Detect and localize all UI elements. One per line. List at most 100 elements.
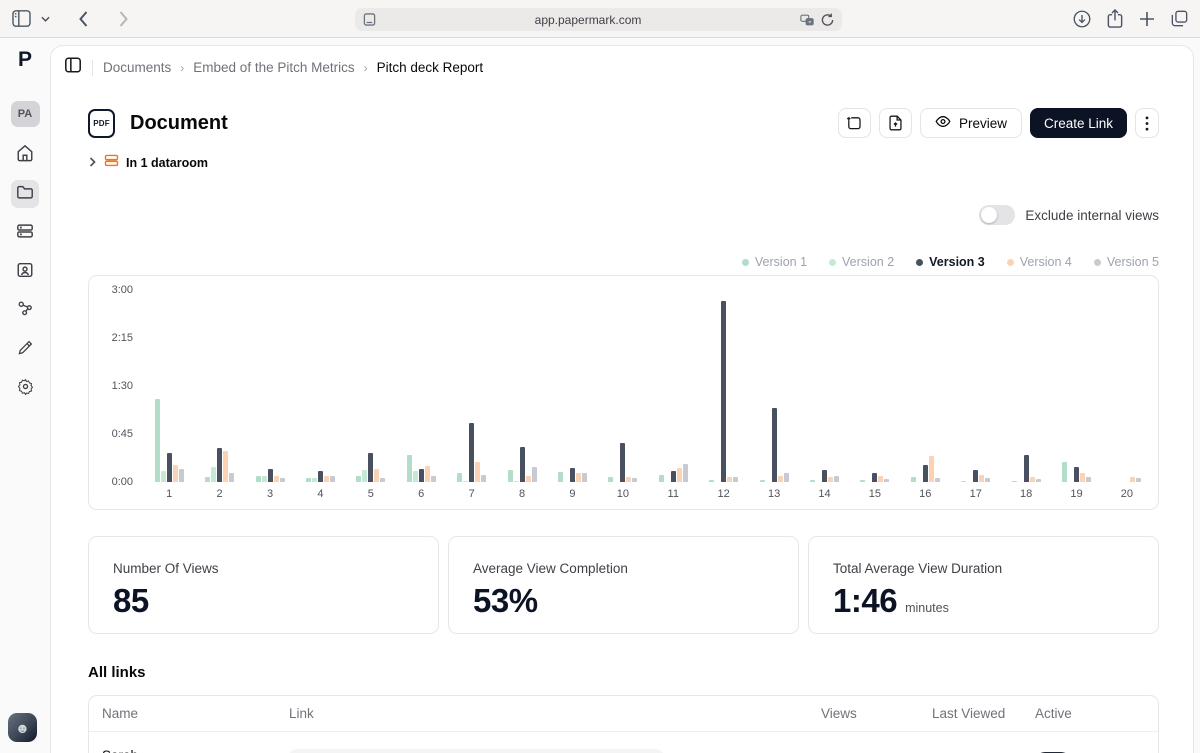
sidebar-item-datarooms[interactable] xyxy=(11,219,39,247)
legend-dot xyxy=(1006,258,1014,266)
bar-version-5 xyxy=(481,475,487,482)
move-document-button[interactable] xyxy=(837,108,871,138)
browser-sidebar-chevron-icon[interactable] xyxy=(41,16,50,22)
sidebar-item-home[interactable] xyxy=(11,141,39,169)
bar-version-5 xyxy=(632,478,638,482)
legend-item-version-4[interactable]: Version 4 xyxy=(1006,255,1072,269)
exclude-views-toggle[interactable] xyxy=(979,205,1016,225)
eye-icon xyxy=(935,115,951,131)
y-tick: 1:30 xyxy=(111,380,133,392)
bar-version-2 xyxy=(311,478,317,482)
bar-version-5 xyxy=(934,478,940,482)
breadcrumb-current: Pitch deck Report xyxy=(376,60,484,75)
pdf-badge: PDF xyxy=(88,108,115,138)
downloads-icon[interactable] xyxy=(1073,10,1091,28)
share-icon[interactable] xyxy=(1107,9,1123,28)
bar-version-4 xyxy=(878,476,884,482)
bar-version-4 xyxy=(323,476,329,482)
dataroom-row[interactable]: In 1 dataroom xyxy=(88,153,1159,173)
workspace-avatar[interactable]: PA xyxy=(10,101,40,127)
stat-card-duration: Total Average View Duration 1:46 minutes xyxy=(808,536,1159,634)
bar-version-3 xyxy=(1074,467,1080,482)
pen-icon xyxy=(17,340,33,361)
address-bar[interactable]: app.papermark.com xyxy=(355,8,842,31)
new-version-button[interactable] xyxy=(878,108,912,138)
bar-version-4 xyxy=(626,477,632,482)
chart-legend: Version 1 Version 2 Version 3 Version 4 Vers… xyxy=(88,255,1159,269)
expand-chevron-icon[interactable] xyxy=(88,154,97,172)
bar-version-3 xyxy=(620,443,626,482)
bar-version-4 xyxy=(777,476,783,482)
x-tick: 17 xyxy=(969,488,982,500)
document-title: Document xyxy=(130,111,228,134)
stat-card-views: Number Of Views 85 xyxy=(88,536,439,634)
browser-back-icon[interactable] xyxy=(78,10,89,27)
bar-version-3 xyxy=(872,473,878,482)
bar-version-5 xyxy=(783,473,789,482)
breadcrumb: Documents › Embed of the Pitch Metrics ›… xyxy=(103,60,483,75)
bar-version-2 xyxy=(261,476,267,482)
y-tick: 0:45 xyxy=(111,428,133,440)
bar-version-2 xyxy=(513,481,519,482)
x-tick: 8 xyxy=(518,488,526,500)
x-tick: 5 xyxy=(367,488,374,500)
bar-version-5 xyxy=(682,464,688,482)
sidebar-item-settings[interactable] xyxy=(11,375,39,403)
all-links-heading: All links xyxy=(88,664,146,681)
stat-suffix: minutes xyxy=(905,601,949,615)
sidebar-item-integrations[interactable] xyxy=(11,297,39,325)
create-link-button[interactable]: Create Link xyxy=(1029,108,1127,138)
x-tick: 4 xyxy=(317,488,324,500)
bar-version-4 xyxy=(727,477,733,482)
sidebar-item-branding[interactable] xyxy=(11,336,39,364)
chart-bar-group xyxy=(698,290,748,482)
panel-toggle-icon[interactable] xyxy=(64,56,82,79)
legend-item-version-1[interactable]: Version 1 xyxy=(741,255,808,269)
reload-icon[interactable] xyxy=(821,13,834,27)
x-tick: 14 xyxy=(818,488,831,500)
app-window: P PA ☻ xyxy=(0,38,1200,753)
link-name: Sarah xyxy=(89,748,289,753)
bar-version-3 xyxy=(922,465,928,482)
bar-version-2 xyxy=(362,470,368,482)
bar-version-4 xyxy=(827,477,833,482)
bar-version-4 xyxy=(525,476,531,482)
legend-label: Version 1 xyxy=(754,255,808,269)
stat-value: 1:46 minutes xyxy=(833,582,949,619)
browser-forward-icon[interactable] xyxy=(118,10,129,27)
x-tick: 1 xyxy=(166,488,173,500)
bar-version-5 xyxy=(1035,479,1041,482)
chart-bar-group xyxy=(194,290,244,482)
y-tick: 2:15 xyxy=(111,332,133,344)
legend-item-version-3[interactable]: Version 3 xyxy=(916,255,985,269)
exclude-views-row: Exclude internal views xyxy=(88,205,1159,225)
bar-version-1 xyxy=(608,477,614,482)
tab-overview-icon[interactable] xyxy=(1171,10,1188,27)
breadcrumb-folder[interactable]: Embed of the Pitch Metrics xyxy=(193,60,355,75)
translate-icon[interactable] xyxy=(800,14,814,26)
bar-version-4 xyxy=(223,451,229,482)
sidebar-item-contacts[interactable] xyxy=(11,258,39,286)
sidebar-item-documents[interactable] xyxy=(11,180,39,208)
bar-version-4 xyxy=(1130,477,1136,482)
browser-sidebar-icon[interactable] xyxy=(12,10,31,27)
bar-version-1 xyxy=(961,481,967,482)
bar-version-2 xyxy=(412,471,418,482)
bar-version-2 xyxy=(160,471,166,482)
legend-item-version-5[interactable]: Version 5 xyxy=(1093,255,1159,269)
user-avatar[interactable]: ☻ xyxy=(8,713,37,742)
x-tick: 15 xyxy=(868,488,882,500)
bar-version-3 xyxy=(418,469,424,482)
new-tab-icon[interactable] xyxy=(1139,11,1155,27)
legend-item-version-2[interactable]: Version 2 xyxy=(829,255,894,269)
more-menu-button[interactable] xyxy=(1135,108,1159,138)
link-url[interactable]: https://www.papermark.com/view/cm4jw49rt… xyxy=(289,749,664,753)
bar-version-3 xyxy=(721,301,727,482)
bar-version-4 xyxy=(374,469,380,482)
chart-bar-group xyxy=(850,290,900,482)
legend-dot xyxy=(1093,258,1101,266)
chart-bar-group xyxy=(144,290,194,482)
preview-button[interactable]: Preview xyxy=(919,108,1022,138)
stat-label: Average View Completion xyxy=(473,561,628,576)
breadcrumb-documents[interactable]: Documents xyxy=(103,60,172,75)
